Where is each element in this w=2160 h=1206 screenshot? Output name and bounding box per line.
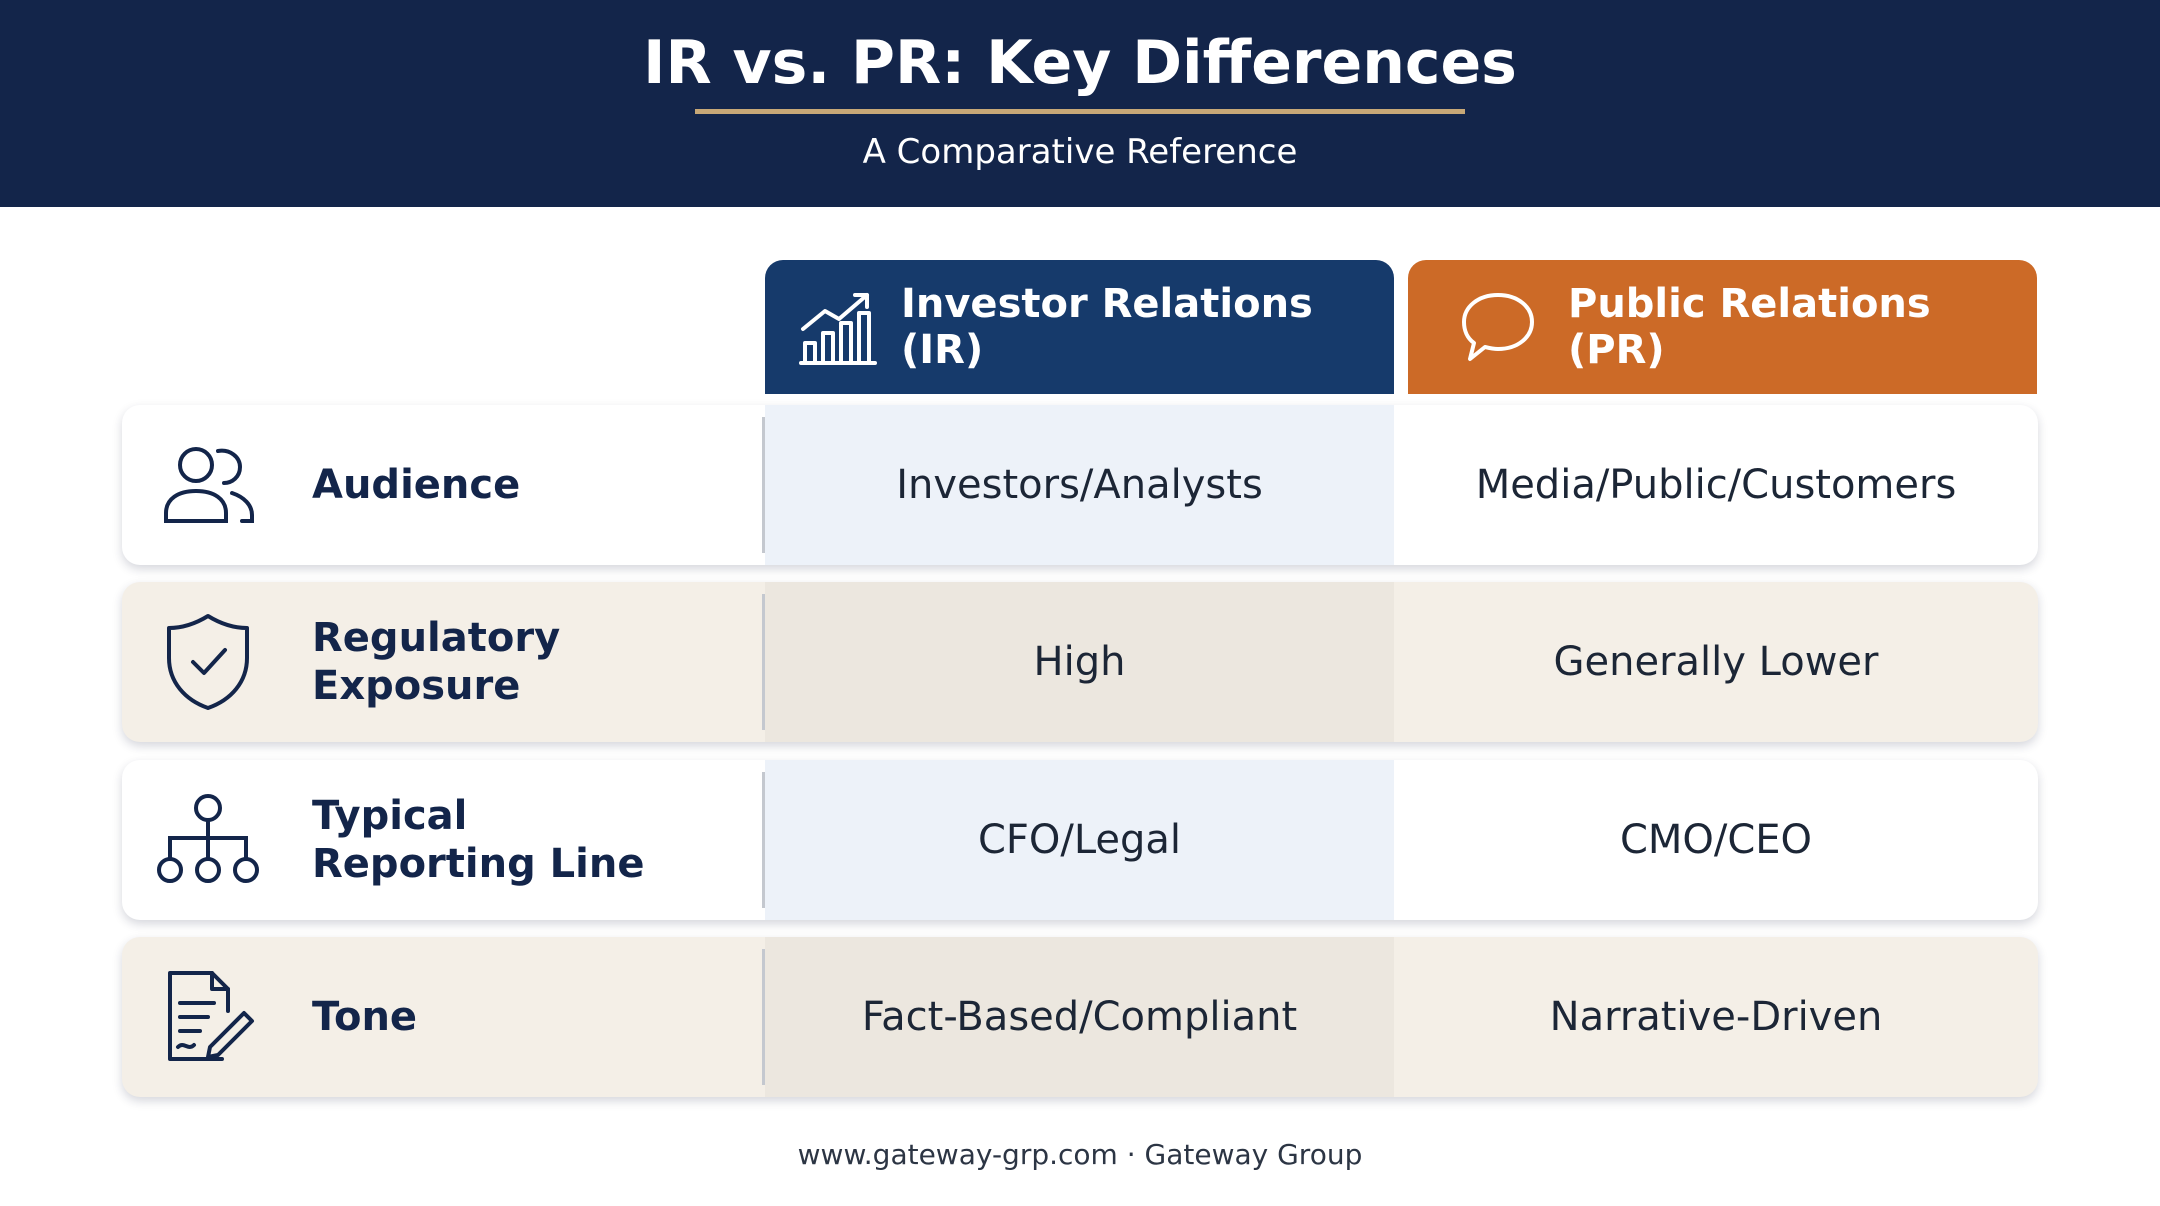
column-divider <box>762 772 765 908</box>
row-label: Regulatory Exposure <box>312 615 561 709</box>
row-value-pr: Media/Public/Customers <box>1475 462 1957 508</box>
row-value-ir: Investors/Analysts <box>765 405 1394 565</box>
table-row-regulatory-exposure: Regulatory Exposure High Generally Lower <box>122 582 2038 742</box>
row-label: Tone <box>312 994 418 1040</box>
column-header-ir: Investor Relations (IR) <box>765 260 1394 394</box>
row-value-pr: Generally Lower <box>1553 639 1879 685</box>
row-label-cell: Tone <box>122 937 765 1097</box>
document-pen-icon <box>150 967 266 1067</box>
column-divider <box>762 417 765 553</box>
title-underline <box>695 109 1465 114</box>
row-value-ir: Fact-Based/Compliant <box>765 937 1394 1097</box>
row-label-cell: Typical Reporting Line <box>122 760 765 920</box>
row-label: Typical Reporting Line <box>312 793 645 887</box>
row-label-cell: Regulatory Exposure <box>122 582 765 742</box>
bar-chart-growth-icon <box>795 285 879 369</box>
column-header-ir-label: Investor Relations (IR) <box>901 281 1313 373</box>
row-value-ir: CFO/Legal <box>765 760 1394 920</box>
table-row-typical-reporting-line: Typical Reporting Line CFO/Legal CMO/CEO <box>122 760 2038 920</box>
row-label: Audience <box>312 462 521 508</box>
table-row-audience: Audience Investors/Analysts Media/Public… <box>122 405 2038 565</box>
table-row-tone: Tone Fact-Based/Compliant Narrative-Driv… <box>122 937 2038 1097</box>
column-divider <box>762 949 765 1085</box>
page-subtitle: A Comparative Reference <box>862 132 1298 172</box>
column-header-pr-label: Public Relations (PR) <box>1568 281 1931 373</box>
row-label-cell: Audience <box>122 405 765 565</box>
people-icon <box>150 443 266 527</box>
shield-check-icon <box>150 612 266 712</box>
row-value-ir: High <box>765 582 1394 742</box>
page-title: IR vs. PR: Key Differences <box>643 28 1517 98</box>
row-value-pr: Narrative-Driven <box>1549 994 1883 1040</box>
footer-credit: www.gateway-grp.com · Gateway Group <box>797 1138 1363 1171</box>
column-divider <box>762 594 765 730</box>
row-value-pr: CMO/CEO <box>1619 817 1813 863</box>
speech-bubble-icon <box>1458 289 1538 365</box>
column-header-pr: Public Relations (PR) <box>1408 260 2037 394</box>
title-banner: IR vs. PR: Key Differences A Comparative… <box>0 0 2160 207</box>
org-chart-icon <box>150 792 266 888</box>
